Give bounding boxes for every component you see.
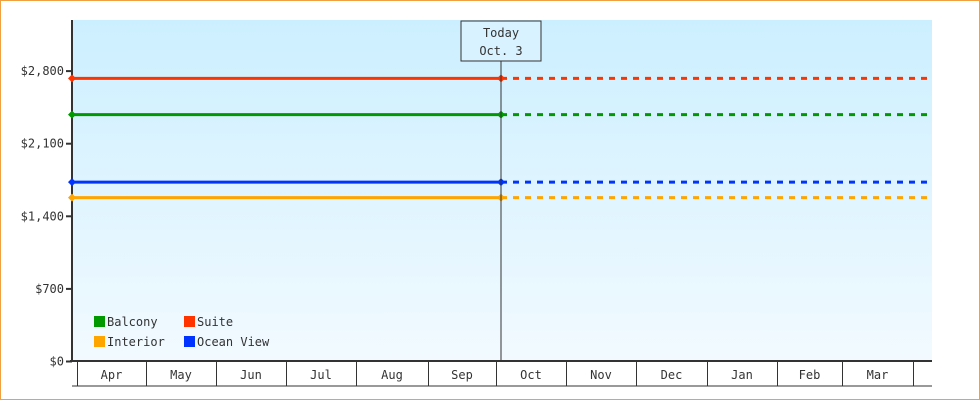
- x-tick-label: Apr: [101, 368, 123, 382]
- x-tick-label: Mar: [867, 368, 889, 382]
- data-point: [68, 110, 76, 119]
- legend-swatch: [184, 316, 195, 327]
- x-tick-label: Oct: [520, 368, 542, 382]
- x-tick-label: Nov: [590, 368, 612, 382]
- data-point: [68, 178, 76, 187]
- legend-label: Interior: [107, 335, 165, 349]
- legend-label: Suite: [197, 315, 233, 329]
- y-tick-label: $0: [50, 355, 64, 369]
- x-tick-label: Jul: [310, 368, 332, 382]
- y-tick-label: $1,400: [21, 209, 64, 223]
- legend-label: Balcony: [107, 315, 158, 329]
- legend: Balcony Suite Interior Ocean View: [94, 315, 270, 349]
- data-point: [68, 74, 76, 83]
- y-axis: $0 $700 $1,400 $2,100 $2,800: [21, 20, 73, 369]
- y-tick-label: $700: [35, 282, 64, 296]
- legend-label: Ocean View: [197, 335, 270, 349]
- legend-swatch: [94, 336, 105, 347]
- x-tick-label: Sep: [451, 368, 473, 382]
- y-tick-label: $2,800: [21, 64, 64, 78]
- today-box: [460, 20, 542, 62]
- today-marker: Today Oct. 3: [460, 20, 542, 361]
- y-tick-label: $2,100: [21, 137, 64, 151]
- x-tick-label: Jun: [240, 368, 262, 382]
- x-tick-label: Jan: [731, 368, 753, 382]
- data-point: [68, 193, 76, 202]
- x-tick-label: May: [170, 368, 192, 382]
- x-tick-label: Feb: [799, 368, 821, 382]
- x-tick-label: Aug: [381, 368, 403, 382]
- legend-swatch: [184, 336, 195, 347]
- legend-swatch: [94, 316, 105, 327]
- x-axis: Apr May Jun Jul Aug Sep Oct Nov Dec Jan Feb Mar: [70, 360, 932, 387]
- today-label: Today: [483, 26, 519, 40]
- plot-area: [72, 20, 932, 361]
- x-tick-label: Dec: [661, 368, 683, 382]
- series-lines: [68, 74, 932, 202]
- today-date: Oct. 3: [479, 44, 522, 58]
